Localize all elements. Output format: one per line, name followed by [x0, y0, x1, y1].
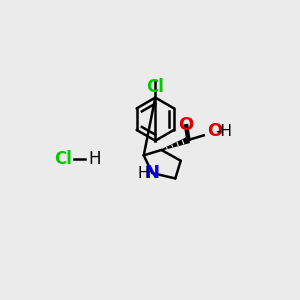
Polygon shape	[161, 137, 189, 150]
Text: O: O	[207, 122, 222, 140]
Text: H: H	[137, 166, 149, 181]
Text: Cl: Cl	[146, 78, 164, 96]
Text: Cl: Cl	[54, 150, 72, 168]
Text: -H: -H	[215, 124, 232, 139]
Text: O: O	[178, 116, 194, 134]
Text: H: H	[88, 150, 101, 168]
Text: N: N	[145, 164, 160, 182]
